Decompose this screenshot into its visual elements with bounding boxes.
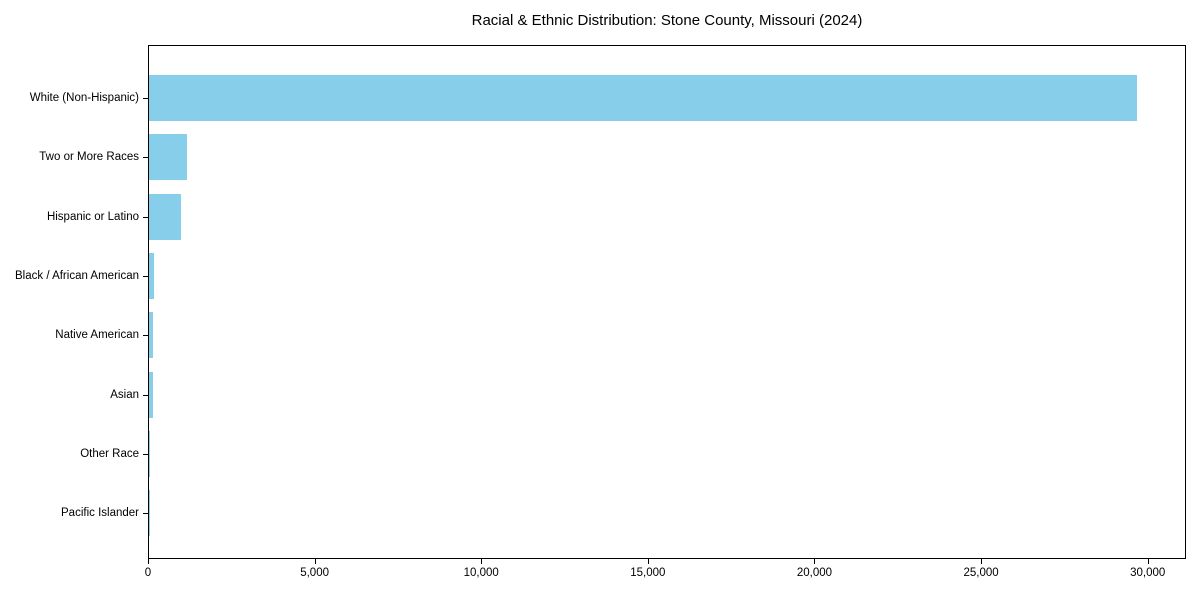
bar-asian xyxy=(149,371,153,418)
y-tick-mark xyxy=(143,275,148,277)
x-tick-label: 25,000 xyxy=(963,567,999,579)
y-tick-label: White (Non-Hispanic) xyxy=(29,92,139,104)
y-tick-mark xyxy=(143,394,148,396)
y-tick-mark xyxy=(143,513,148,515)
x-tick-mark xyxy=(314,559,316,564)
y-tick-mark xyxy=(143,453,148,455)
y-tick-mark xyxy=(143,98,148,99)
x-tick-label: 5,000 xyxy=(300,567,329,579)
bar-native-american xyxy=(149,312,154,359)
y-tick-label: Pacific Islander xyxy=(61,507,139,520)
plot-area xyxy=(148,45,1186,559)
bar-other-race xyxy=(149,430,151,477)
y-tick-label: Black / African American xyxy=(15,269,139,282)
x-tick-mark xyxy=(1147,559,1149,564)
bar-two-or-more-races xyxy=(149,134,188,181)
y-tick-label: Native American xyxy=(55,329,139,342)
x-tick-mark xyxy=(148,559,149,564)
chart-title: Racial & Ethnic Distribution: Stone Coun… xyxy=(471,12,863,29)
y-tick-mark xyxy=(143,216,148,218)
x-tick-label: 15,000 xyxy=(630,567,666,579)
x-tick-label: 20,000 xyxy=(796,567,833,579)
x-tick-mark xyxy=(981,559,983,564)
y-tick-label: Asian xyxy=(110,388,139,401)
y-tick-label: Other Race xyxy=(80,447,139,460)
bar-white-non-hispanic xyxy=(149,75,1138,121)
y-tick-mark xyxy=(143,157,148,159)
x-tick-mark xyxy=(647,559,649,564)
bar-black-african-american xyxy=(149,252,154,299)
x-tick-mark xyxy=(814,559,816,564)
x-tick-label: 30,000 xyxy=(1130,567,1166,579)
y-tick-mark xyxy=(143,335,148,337)
x-tick-mark xyxy=(481,559,483,564)
x-tick-label: 10,000 xyxy=(463,567,499,579)
y-tick-label: Two or More Races xyxy=(39,151,139,164)
y-tick-label: Hispanic or Latino xyxy=(46,210,139,223)
bar-hispanic-or-latino xyxy=(149,193,181,240)
x-tick-label: 0 xyxy=(144,567,152,579)
